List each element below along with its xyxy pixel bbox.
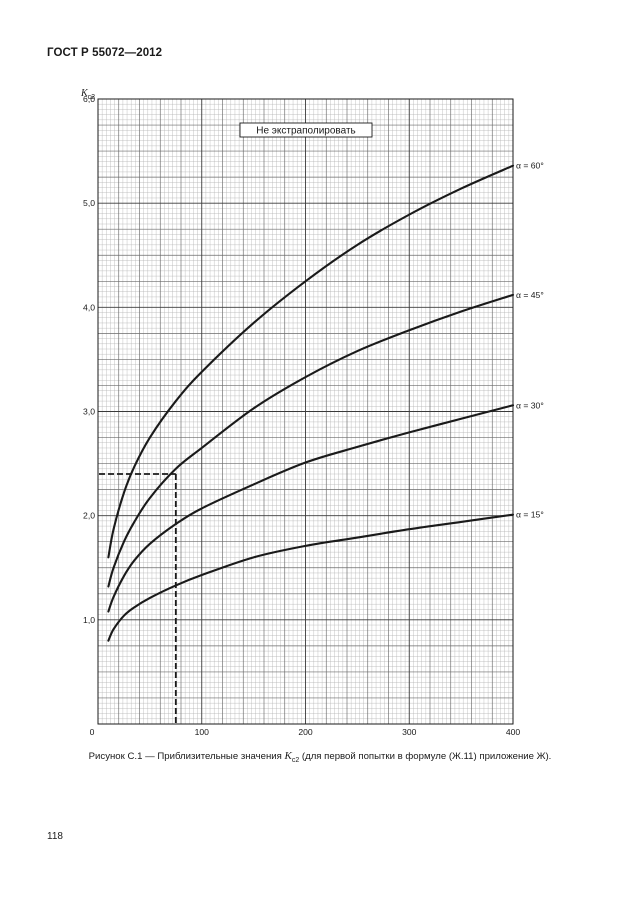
annotation-text: Не экстраполировать	[256, 126, 356, 137]
x-tick-label: 300	[402, 727, 417, 737]
y-tick-label: 3,0	[83, 407, 95, 417]
series-lines	[107, 164, 515, 642]
y-axis-label-sub: c2	[88, 94, 96, 101]
caption-prefix: Рисунок С.1 — Приблизительные значения	[88, 751, 285, 762]
plot-frame	[97, 98, 514, 725]
y-axis-label-symbol: K	[80, 88, 89, 99]
y-tick-label: 2,0	[83, 511, 95, 521]
x-tick-label: 200	[298, 727, 313, 737]
page-number: 118	[47, 831, 63, 842]
y-axis-label: Kc2	[80, 88, 95, 101]
caption-symbol: K	[284, 750, 292, 762]
y-tick-label: 6,0	[83, 94, 95, 104]
x-tick-label: 0	[90, 727, 95, 737]
series-label-3: α = 30°	[516, 400, 544, 410]
series-line-2	[107, 293, 515, 588]
series-label-1: α = 60°	[516, 161, 544, 171]
guide-lines	[99, 473, 177, 723]
caption-suffix: (для первой попытки в формуле (Ж.11) при…	[299, 751, 552, 762]
x-tick-label: 400	[506, 727, 521, 737]
annotation-rect	[239, 122, 373, 138]
x-tick-labels: 0 100 200 300 400	[90, 727, 521, 737]
series-line-1	[107, 164, 515, 559]
x-tick-label: 100	[195, 727, 210, 737]
annotation-box: Не экстраполировать	[239, 122, 373, 138]
series-labels: α = 60° α = 45° α = 30° α = 15°	[516, 161, 544, 520]
figure-caption: Рисунок С.1 — Приблизительные значения K…	[40, 750, 600, 764]
series-label-2: α = 45°	[516, 290, 544, 300]
series-line-3	[107, 404, 515, 613]
y-tick-label: 5,0	[83, 198, 95, 208]
y-tick-labels: 1,0 2,0 3,0 4,0 5,0 6,0	[83, 94, 95, 625]
caption-symbol-sub: c2	[291, 756, 300, 764]
y-tick-label: 4,0	[83, 302, 95, 312]
y-tick-label: 1,0	[83, 615, 95, 625]
series-line-4	[107, 513, 515, 642]
standard-header: ГОСТ Р 55072—2012	[47, 47, 163, 59]
series-label-4: α = 15°	[516, 510, 544, 520]
